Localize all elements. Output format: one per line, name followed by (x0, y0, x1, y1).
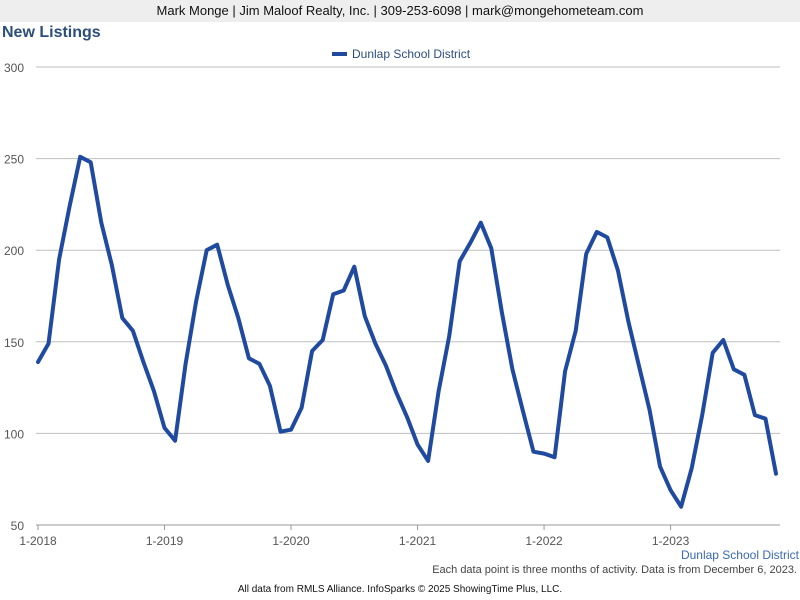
contact-header: Mark Monge | Jim Maloof Realty, Inc. | 3… (0, 0, 800, 22)
series-corner-label: Dunlap School District (681, 548, 800, 562)
chart-footnote: Each data point is three months of activ… (432, 564, 797, 576)
y-tick-label: 50 (11, 519, 25, 533)
legend: Dunlap School District (332, 47, 471, 61)
x-tick-label: 1-2020 (272, 534, 310, 548)
x-tick-label: 1-2023 (652, 534, 690, 548)
x-axis: 1-2018 1-2019 1-2020 1-2021 1-2022 1-2023 (19, 524, 780, 548)
y-axis-ticks: 50 100 150 200 250 300 (4, 61, 24, 533)
source-note: All data from RMLS Alliance. InfoSparks … (237, 584, 563, 595)
y-tick-label: 150 (4, 336, 24, 350)
series-line (36, 154, 778, 509)
series-lines (36, 154, 778, 509)
legend-label: Dunlap School District (352, 47, 471, 61)
y-tick-label: 100 (4, 427, 24, 441)
x-tick-label: 1-2019 (146, 534, 184, 548)
chart-title: New Listings (2, 24, 101, 41)
y-tick-label: 200 (4, 244, 24, 258)
y-tick-label: 300 (4, 61, 24, 75)
x-tick-label: 1-2022 (525, 534, 563, 548)
y-tick-label: 250 (4, 153, 24, 167)
x-tick-label: 1-2018 (19, 534, 57, 548)
grid-lines (36, 66, 780, 434)
x-tick-label: 1-2021 (399, 534, 437, 548)
